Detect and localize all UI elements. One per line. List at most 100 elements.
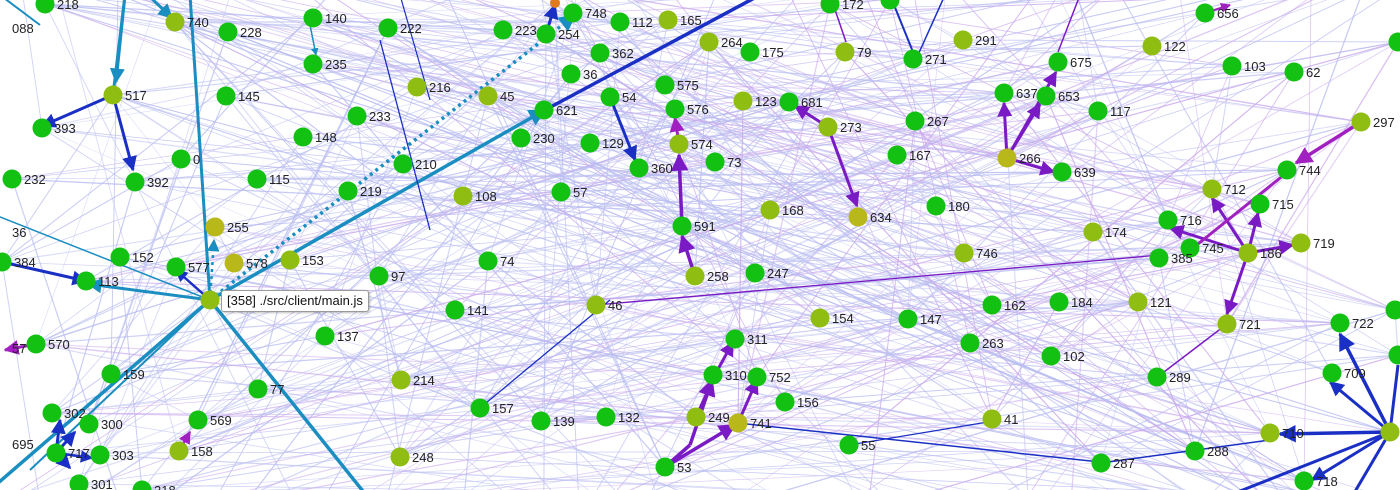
- node-circle[interactable]: [740, 42, 760, 62]
- node-circle[interactable]: [747, 367, 767, 387]
- node-circle[interactable]: [390, 447, 410, 467]
- node-circle[interactable]: [0, 252, 12, 272]
- node-circle[interactable]: [531, 411, 551, 431]
- node-circle[interactable]: [705, 152, 725, 172]
- node-circle[interactable]: [1128, 292, 1148, 312]
- graph-node[interactable]: 129: [580, 133, 624, 153]
- graph-node[interactable]: 639: [1052, 162, 1096, 182]
- graph-node[interactable]: 653: [1036, 86, 1080, 106]
- graph-node[interactable]: 148: [293, 127, 337, 147]
- node-circle[interactable]: [1185, 441, 1205, 461]
- graph-node[interactable]: 266: [997, 148, 1041, 168]
- node-circle[interactable]: [887, 145, 907, 165]
- graph-node[interactable]: 154: [810, 308, 854, 328]
- node-circle[interactable]: [760, 200, 780, 220]
- node-circle[interactable]: [536, 24, 556, 44]
- graph-node[interactable]: 102: [1041, 346, 1085, 366]
- node-circle[interactable]: [338, 181, 358, 201]
- graph-node[interactable]: 681: [779, 92, 823, 112]
- graph-node[interactable]: 57: [12, 341, 26, 356]
- graph-node[interactable]: 123: [733, 91, 777, 111]
- node-circle[interactable]: [315, 326, 335, 346]
- node-circle[interactable]: [1291, 233, 1311, 253]
- graph-node[interactable]: 248: [390, 447, 434, 467]
- graph-node[interactable]: 267: [905, 111, 949, 131]
- node-circle[interactable]: [580, 133, 600, 153]
- graph-node[interactable]: 165: [658, 10, 702, 30]
- graph-node[interactable]: [1388, 32, 1400, 52]
- graph-node[interactable]: 54: [600, 87, 637, 107]
- node-circle[interactable]: [1380, 422, 1400, 442]
- graph-node[interactable]: 289: [1147, 367, 1191, 387]
- node-circle[interactable]: [103, 85, 123, 105]
- node-circle[interactable]: [1385, 300, 1400, 320]
- node-circle[interactable]: [960, 333, 980, 353]
- node-circle[interactable]: [165, 12, 185, 32]
- node-circle[interactable]: [1180, 238, 1200, 258]
- graph-node[interactable]: 258: [685, 266, 729, 286]
- graph-node[interactable]: 162: [982, 295, 1026, 315]
- graph-node[interactable]: 310: [703, 365, 747, 385]
- node-circle[interactable]: [132, 480, 152, 490]
- graph-node[interactable]: 291: [953, 30, 997, 50]
- graph-node[interactable]: 569: [188, 410, 232, 430]
- node-circle[interactable]: [407, 77, 427, 97]
- graph-node[interactable]: 318: [132, 480, 176, 490]
- node-circle[interactable]: [779, 92, 799, 112]
- node-circle[interactable]: [818, 117, 838, 137]
- node-circle[interactable]: [1149, 248, 1169, 268]
- graph-node[interactable]: 218: [35, 0, 79, 14]
- graph-node[interactable]: 675: [1048, 52, 1092, 72]
- node-circle[interactable]: [478, 251, 498, 271]
- graph-node[interactable]: 263: [960, 333, 1004, 353]
- node-circle[interactable]: [596, 407, 616, 427]
- node-circle[interactable]: [810, 308, 830, 328]
- graph-node[interactable]: 575: [655, 75, 699, 95]
- node-circle[interactable]: [982, 295, 1002, 315]
- node-circle[interactable]: [610, 12, 630, 32]
- node-circle[interactable]: [303, 8, 323, 28]
- node-circle[interactable]: [1238, 243, 1258, 263]
- graph-node[interactable]: 621: [534, 100, 578, 120]
- graph-node[interactable]: 695: [12, 437, 34, 452]
- graph-node[interactable]: 210: [393, 154, 437, 174]
- node-circle[interactable]: [982, 409, 1002, 429]
- node-circle[interactable]: [166, 257, 186, 277]
- graph-node[interactable]: 715: [1250, 194, 1294, 214]
- node-circle[interactable]: [629, 158, 649, 178]
- node-circle[interactable]: [1088, 101, 1108, 121]
- graph-node[interactable]: 175: [740, 42, 784, 62]
- node-circle[interactable]: [69, 474, 89, 490]
- node-circle[interactable]: [1222, 56, 1242, 76]
- graph-node[interactable]: 752: [747, 367, 791, 387]
- graph-node[interactable]: 717: [46, 443, 90, 463]
- graph-node[interactable]: 311: [725, 329, 768, 349]
- node-circle[interactable]: [101, 364, 121, 384]
- node-circle[interactable]: [725, 329, 745, 349]
- node-circle[interactable]: [997, 148, 1017, 168]
- graph-node[interactable]: 255: [205, 217, 249, 237]
- graph-node[interactable]: 36: [12, 225, 26, 240]
- graph-node[interactable]: 97: [369, 266, 406, 286]
- node-circle[interactable]: [703, 365, 723, 385]
- graph-node[interactable]: 710: [1260, 423, 1304, 443]
- graph-node[interactable]: 121: [1128, 292, 1172, 312]
- node-circle[interactable]: [188, 410, 208, 430]
- graph-node[interactable]: 180: [926, 196, 970, 216]
- node-circle[interactable]: [2, 169, 22, 189]
- node-circle[interactable]: [248, 379, 268, 399]
- node-circle[interactable]: [586, 295, 606, 315]
- graph-node[interactable]: 158: [169, 441, 213, 461]
- graph-node[interactable]: 360: [629, 158, 673, 178]
- node-circle[interactable]: [511, 128, 531, 148]
- graph-node[interactable]: 232: [2, 169, 46, 189]
- node-circle[interactable]: [445, 300, 465, 320]
- node-circle[interactable]: [839, 435, 859, 455]
- graph-node[interactable]: [1388, 345, 1400, 365]
- graph-node[interactable]: 214: [391, 370, 435, 390]
- graph-node[interactable]: [550, 0, 560, 8]
- node-circle[interactable]: [216, 86, 236, 106]
- graph-node[interactable]: 62: [1284, 62, 1321, 82]
- graph-node[interactable]: 77: [248, 379, 285, 399]
- node-circle[interactable]: [1048, 52, 1068, 72]
